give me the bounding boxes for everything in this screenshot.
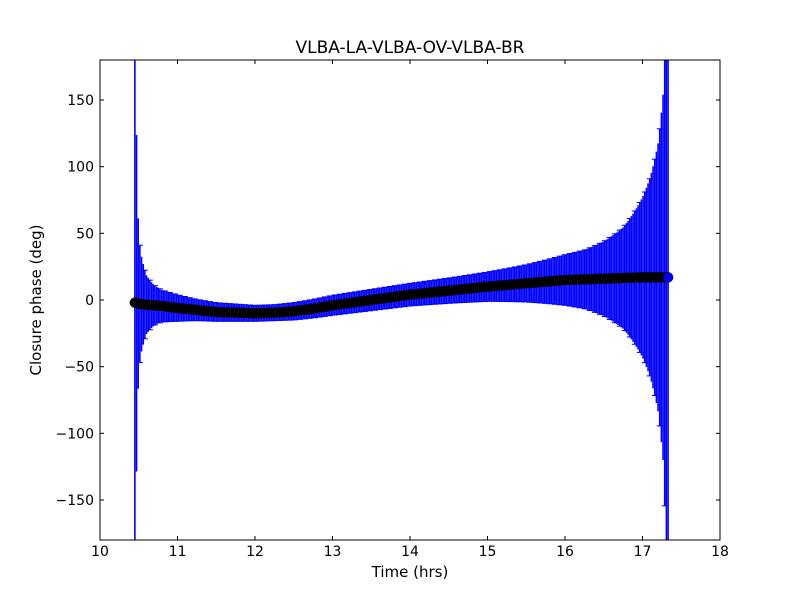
y-tick-label: −50 [64, 360, 94, 376]
y-axis-label: Closure phase (deg) [27, 225, 45, 376]
chart-title: VLBA-LA-VLBA-OV-VLBA-BR [296, 38, 525, 58]
x-tick-label: 18 [711, 544, 729, 560]
errorbars [134, 60, 669, 540]
data-point [662, 272, 674, 283]
x-tick-label: 14 [401, 544, 419, 560]
axis-ticks: 10 11 12 13 14 15 16 17 18 −150 −100 −50 0 50 100 150 [56, 60, 729, 560]
data-markers [129, 272, 674, 319]
x-tick-label: 12 [246, 544, 264, 560]
x-tick-label: 16 [556, 544, 574, 560]
x-axis-label: Time (hrs) [371, 563, 449, 581]
x-tick-label: 13 [324, 544, 342, 560]
y-tick-label: −100 [56, 426, 94, 442]
y-tick-label: 0 [85, 293, 94, 309]
x-tick-label: 15 [479, 544, 497, 560]
y-tick-label: 100 [67, 160, 94, 176]
x-tick-label: 17 [634, 544, 652, 560]
x-tick-label: 11 [169, 544, 187, 560]
y-tick-label: 50 [76, 226, 94, 242]
y-tick-label: 150 [67, 93, 94, 109]
x-tick-label: 10 [91, 544, 109, 560]
y-tick-label: −150 [56, 493, 94, 509]
